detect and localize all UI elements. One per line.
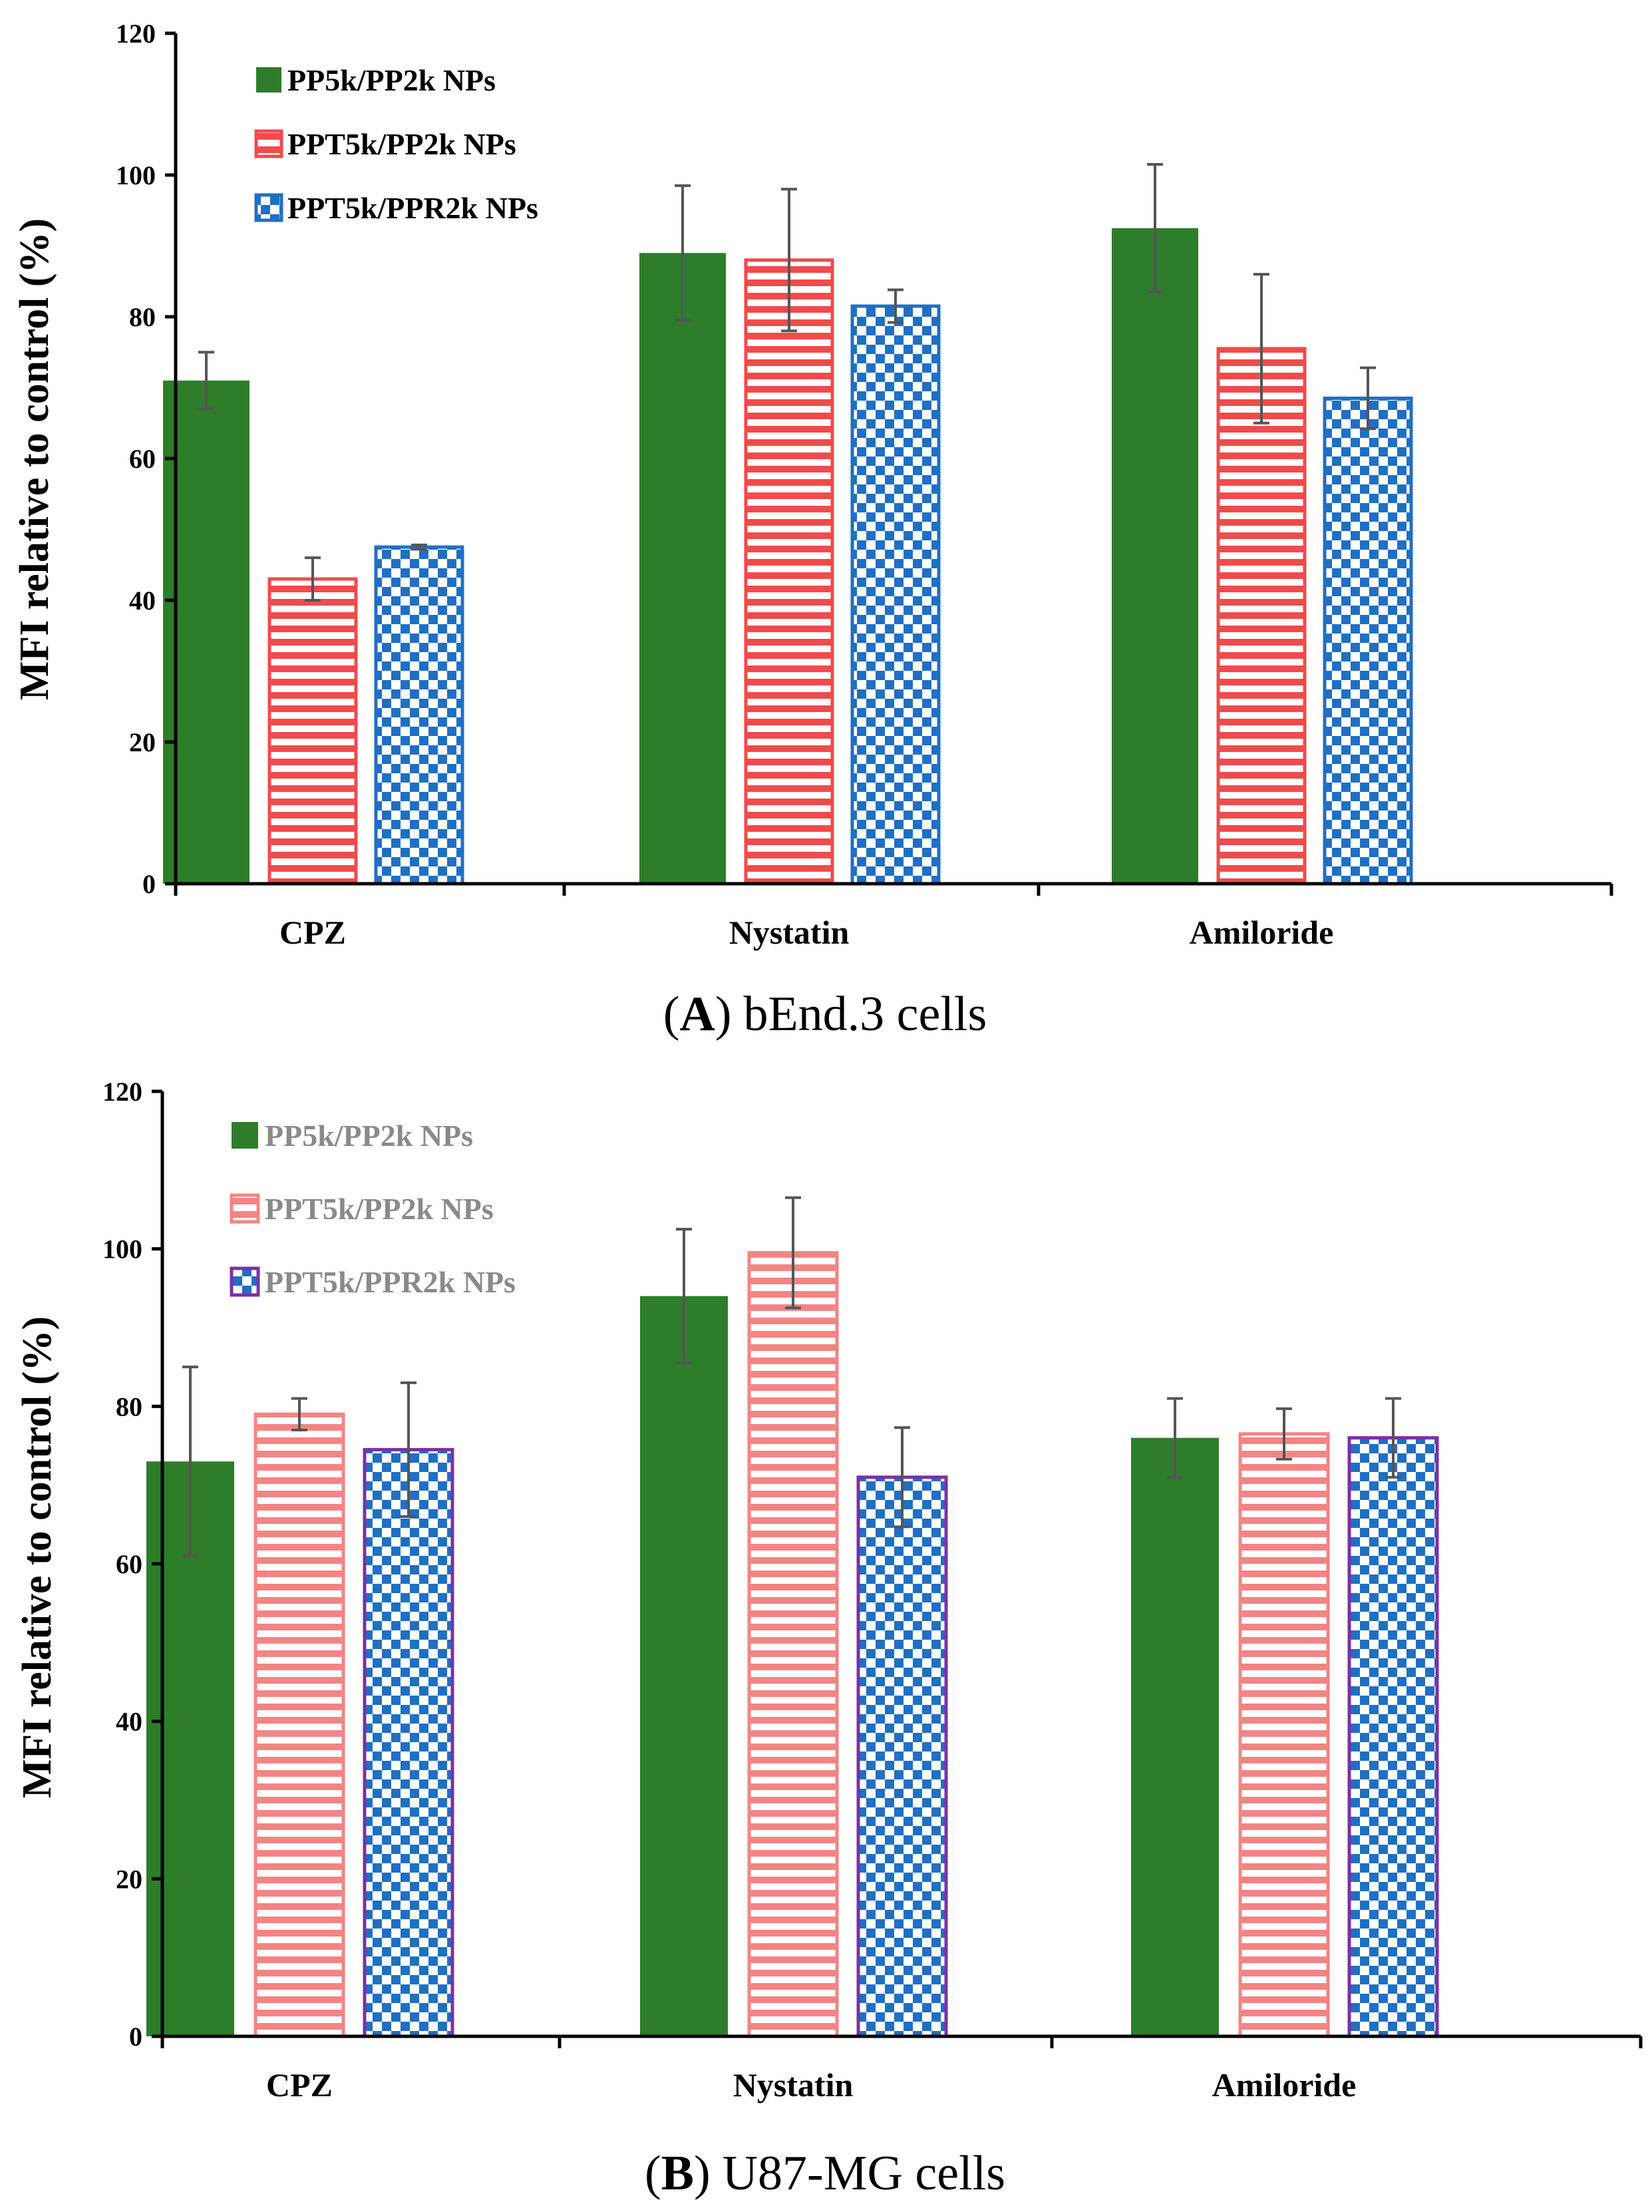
bar-nystatin-series-2 xyxy=(744,258,834,886)
caption-text: bEnd.3 cells xyxy=(743,987,987,1041)
bar-nystatin-series-1 xyxy=(640,1296,728,2036)
legend-swatch-1 xyxy=(256,67,281,92)
category-label-nystatin: Nystatin xyxy=(729,914,850,951)
bar-nystatin-series-1 xyxy=(639,253,726,884)
bar-amiloride-series-1 xyxy=(1112,228,1198,884)
error-bar-amiloride-series-1 xyxy=(1167,1397,1183,1479)
bar-cpz-series-1 xyxy=(163,380,249,884)
error-bar-amiloride-series-2 xyxy=(1276,1407,1292,1461)
error-bar-cpz-series-1 xyxy=(198,351,214,411)
panel-caption: (B) U87-MG cells xyxy=(645,2146,1005,2201)
y-tick-label: 20 xyxy=(116,1864,142,1894)
legend-swatch-1 xyxy=(232,1122,258,1149)
category-label-nystatin: Nystatin xyxy=(733,2066,854,2104)
y-tick-label: 80 xyxy=(116,1391,142,1421)
caption-open-paren: ( xyxy=(663,987,680,1041)
legend-swatch-3 xyxy=(254,193,283,222)
legend-label-2: PPT5k/PP2k NPs xyxy=(265,1192,494,1226)
y-tick-label: 120 xyxy=(116,19,156,49)
error-bar-nystatin-series-3 xyxy=(894,1426,910,1529)
y-tick-label: 0 xyxy=(142,869,156,899)
bar-amiloride-series-3 xyxy=(1347,1436,1439,2038)
caption-letter: A xyxy=(679,987,715,1041)
error-bar-amiloride-series-2 xyxy=(1253,273,1269,425)
error-bar-nystatin-series-2 xyxy=(781,188,797,333)
legend-label-1: PP5k/PP2k NPs xyxy=(287,63,496,97)
bar-amiloride-series-2 xyxy=(1238,1432,1330,2038)
category-label-cpz: CPZ xyxy=(279,914,346,951)
error-bar-cpz-series-3 xyxy=(411,543,427,551)
bar-nystatin-series-3 xyxy=(850,304,941,886)
bar-nystatin-series-3 xyxy=(856,1475,948,2038)
error-bar-amiloride-series-3 xyxy=(1360,366,1376,431)
legend: PP5k/PP2k NPs PPT5k/PP2k NPs PPT5k/PPR2k N… xyxy=(254,63,538,225)
caption-open-paren: ( xyxy=(645,2146,661,2201)
bar-cpz-series-3 xyxy=(363,1447,454,2038)
error-bar-amiloride-series-3 xyxy=(1385,1397,1401,1479)
chart-panel-b: 0 20 40 60 80 100 120 CPZ Nystatin Amiloride MFI r… xyxy=(15,1077,1643,2201)
error-bar-cpz-series-2 xyxy=(305,556,321,602)
bar-amiloride-series-1 xyxy=(1131,1437,1219,2036)
legend-label-3: PPT5k/PPR2k NPs xyxy=(265,1265,516,1299)
y-tick-label: 20 xyxy=(129,727,156,757)
y-tick-label: 0 xyxy=(129,2022,142,2052)
error-bar-cpz-series-2 xyxy=(291,1397,307,1431)
bar-cpz-series-3 xyxy=(374,545,464,886)
error-bar-nystatin-series-2 xyxy=(785,1196,801,1310)
error-bar-nystatin-series-3 xyxy=(888,288,904,324)
y-tick-label: 60 xyxy=(116,1549,142,1579)
category-label-cpz: CPZ xyxy=(266,2066,333,2104)
legend-label-3: PPT5k/PPR2k NPs xyxy=(287,191,538,225)
caption-text: U87-MG cells xyxy=(723,2146,1005,2201)
bar-nystatin-series-2 xyxy=(747,1251,839,2038)
y-tick-label: 40 xyxy=(116,1707,142,1737)
error-bar-cpz-series-1 xyxy=(182,1366,198,1558)
y-tick-label: 100 xyxy=(116,160,156,190)
legend-swatch-2 xyxy=(230,1193,260,1224)
y-tick-label: 80 xyxy=(129,302,156,332)
y-tick-label: 60 xyxy=(129,444,156,474)
legend-label-2: PPT5k/PP2k NPs xyxy=(287,127,516,161)
legend-swatch-2 xyxy=(254,129,283,158)
error-bar-cpz-series-3 xyxy=(401,1381,416,1518)
error-bar-nystatin-series-1 xyxy=(676,1228,692,1365)
caption-close-paren: ) xyxy=(694,2146,711,2201)
chart-panel-a: 0 20 40 60 80 100 120 CPZ Nystatin Amiloride MFI r… xyxy=(12,19,1613,1041)
y-tick-label: 100 xyxy=(102,1234,142,1264)
y-axis-label: MFI relative to control (%) xyxy=(12,218,57,700)
caption-letter: B xyxy=(661,2146,694,2201)
caption-close-paren: ) xyxy=(715,987,732,1041)
legend-label-1: PP5k/PP2k NPs xyxy=(265,1119,473,1153)
panel-caption: (A) bEnd.3 cells xyxy=(663,987,987,1041)
error-bar-amiloride-series-1 xyxy=(1147,163,1163,293)
y-tick-label: 40 xyxy=(129,586,156,616)
bar-cpz-series-2 xyxy=(267,577,358,886)
category-label-amiloride: Amiloride xyxy=(1190,914,1334,951)
legend-swatch-3 xyxy=(230,1266,260,1297)
y-tick-label: 120 xyxy=(102,1077,142,1107)
error-bar-nystatin-series-1 xyxy=(675,184,691,322)
bar-amiloride-series-2 xyxy=(1216,347,1307,886)
category-label-amiloride: Amiloride xyxy=(1212,2066,1357,2104)
legend: PP5k/PP2k NPs PPT5k/PP2k NPs PPT5k/PPR2k N… xyxy=(230,1119,516,1299)
bar-cpz-series-2 xyxy=(253,1412,345,2038)
bar-amiloride-series-3 xyxy=(1323,396,1413,886)
y-axis-label: MFI relative to control (%) xyxy=(15,1316,60,1798)
